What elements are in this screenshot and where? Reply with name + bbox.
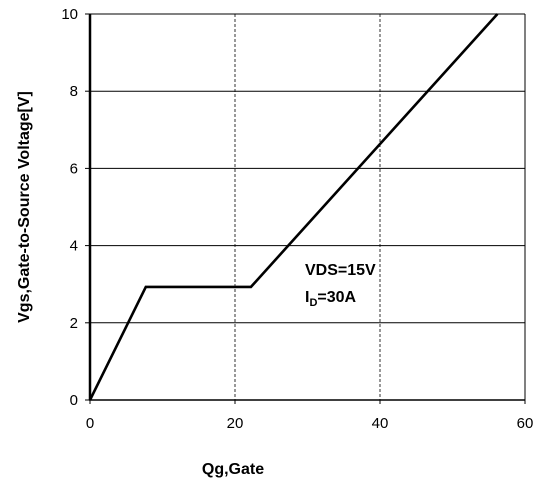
annotation-id-main: I — [305, 289, 309, 306]
x-tick-label-0: 0 — [86, 415, 94, 432]
y-axis-title: Vgs,Gate-to-Source Voltage[V] — [16, 91, 33, 323]
x-axis-title: Qg,Gate — [202, 461, 264, 478]
grid-layer — [90, 14, 525, 400]
annotation-id-sub: D — [309, 297, 317, 309]
x-tick-label-2: 40 — [372, 415, 389, 432]
series-layer — [88, 13, 499, 401]
y-tick-label-5: 10 — [61, 6, 78, 23]
tick-layer: 0 2 4 6 8 10 0 20 40 60 — [61, 6, 533, 432]
y-tick-label-0: 0 — [70, 392, 78, 409]
series-line-0 — [88, 13, 499, 401]
annotation-id: ID=30A — [305, 289, 357, 309]
frame-layer — [88, 13, 526, 401]
annotation-id-rest: =30A — [317, 289, 356, 306]
x-tick-label-3: 60 — [517, 415, 534, 432]
y-tick-label-4: 8 — [70, 83, 78, 100]
y-tick-label-3: 6 — [70, 160, 78, 177]
y-tick-label-1: 2 — [70, 315, 78, 332]
annotation-vds: VDS=15V — [305, 262, 376, 279]
y-tick-label-2: 4 — [70, 238, 78, 255]
x-tick-label-1: 20 — [227, 415, 244, 432]
